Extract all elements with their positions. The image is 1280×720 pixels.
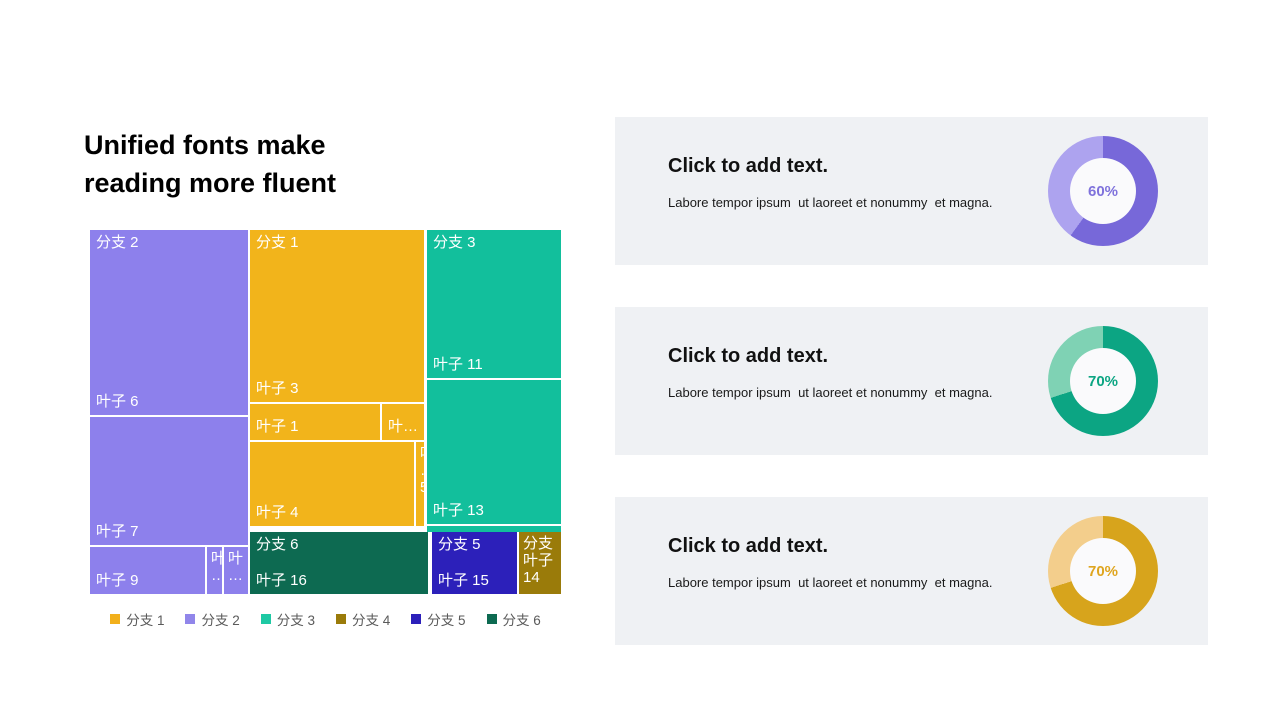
card-1-body-placeholder[interactable]: Labore tempor ipsum ut laoreet et nonumm… (668, 195, 993, 210)
treemap-cell-branch4-leaf14: 分支 叶子 14 (519, 532, 561, 594)
treemap-leaf-label: 叶子 15 (438, 572, 489, 589)
treemap-chart: 分支 2叶子 6叶子 7叶子 9叶…叶…分支 1叶子 3叶子 1叶…叶子 4叶…… (90, 230, 561, 594)
donut-percent-label: 70% (1087, 562, 1119, 580)
treemap-cell-branch1-leaf3: 分支 1 叶子 3 (250, 230, 424, 402)
slide-title-line1: Unified fonts make (84, 130, 326, 160)
legend-label: 分支 4 (352, 613, 391, 628)
legend-label: 分支 1 (126, 613, 165, 628)
treemap-cell-branch2-leaf6: 分支 2 叶子 6 (90, 230, 248, 415)
donut-percent-label: 60% (1087, 182, 1119, 200)
card-2: Click to add text. Labore tempor ipsum u… (615, 307, 1208, 455)
legend-item: 分支 1 (110, 609, 164, 629)
legend-swatch (110, 614, 121, 624)
treemap-branch-label: 分支 6 (256, 536, 299, 553)
treemap-legend: 分支 1 分支 2 分支 3 分支 4 分支 5 分支 6 (90, 609, 561, 629)
treemap-branch-label: 分支 2 (96, 234, 139, 251)
legend-swatch (185, 614, 196, 624)
legend-swatch (486, 614, 497, 624)
card-2-heading-placeholder[interactable]: Click to add text. (668, 345, 829, 367)
treemap-leaf-label: 叶子 9 (96, 572, 139, 589)
treemap-cell-leaf10-small: 叶… (224, 547, 248, 594)
treemap-leaf-label: 叶子 4 (256, 504, 299, 521)
treemap-cell-leaf12-strip (427, 526, 561, 532)
slide-title: Unified fonts make reading more fluent (84, 126, 336, 202)
treemap-leaf-label: 叶子 16 (256, 572, 307, 589)
treemap-clipped-label: 叶… (211, 550, 222, 584)
legend-swatch (411, 614, 422, 624)
treemap-cell-leaf4: 叶子 4 (250, 442, 414, 526)
card-1-text-block: Click to add text. Labore tempor ipsum u… (668, 155, 1018, 210)
treemap-cell-branch6-leaf16: 分支 6 叶子 16 (250, 532, 428, 594)
donut-percent-label: 70% (1087, 372, 1119, 390)
legend-item: 分支 6 (486, 609, 541, 629)
treemap-cell-leaf7: 叶子 7 (90, 417, 248, 545)
treemap-leaf-label: 叶子 1 (256, 418, 299, 435)
donut-hole: 70% (1070, 538, 1136, 604)
card-1-heading-placeholder[interactable]: Click to add text. (668, 155, 829, 177)
legend-label: 分支 3 (276, 613, 315, 628)
treemap-branch-label: 分支 5 (438, 536, 481, 553)
treemap-clipped-label: 分支 叶子 14 (523, 535, 554, 586)
card-3: Click to add text. Labore tempor ipsum u… (615, 497, 1208, 645)
donut-chart: 70% (1048, 326, 1158, 436)
treemap-cell-leaf2-small: 叶… (382, 404, 424, 440)
treemap-leaf-label: 叶子 7 (96, 523, 139, 540)
card-3-heading-placeholder[interactable]: Click to add text. (668, 535, 829, 557)
donut-hole: 70% (1070, 348, 1136, 414)
legend-item: 分支 5 (411, 609, 466, 629)
card-3-body-placeholder[interactable]: Labore tempor ipsum ut laoreet et nonumm… (668, 575, 993, 590)
treemap-cell-branch5-leaf15: 分支 5 叶子 15 (432, 532, 517, 594)
legend-swatch (260, 614, 271, 624)
legend-swatch (336, 614, 346, 624)
treemap-branch-label: 分支 3 (433, 234, 476, 251)
treemap-leaf-label: 叶子 11 (433, 356, 483, 373)
donut-chart: 60% (1048, 136, 1158, 246)
legend-label: 分支 2 (201, 613, 240, 628)
treemap-cell-branch3-leaf11: 分支 3 叶子 11 (427, 230, 561, 378)
treemap-cell-leaf5-sliver: 叶…5 (416, 442, 424, 526)
legend-label: 分支 5 (427, 613, 466, 628)
legend-item: 分支 4 (336, 609, 390, 629)
card-2-body-placeholder[interactable]: Labore tempor ipsum ut laoreet et nonumm… (668, 385, 993, 400)
treemap-leaf-label: 叶子 3 (256, 380, 299, 397)
treemap-branch-label: 分支 1 (256, 234, 299, 251)
treemap-clipped-label: 叶…5 (420, 445, 424, 496)
treemap-cell-leaf9: 叶子 9 (90, 547, 205, 594)
donut-chart: 70% (1048, 516, 1158, 626)
slide-title-line2: reading more fluent (84, 168, 337, 198)
legend-label: 分支 6 (502, 613, 541, 628)
legend-item: 分支 3 (260, 609, 315, 629)
treemap-cell-leaf13: 叶子 13 (427, 380, 561, 524)
treemap-leaf-label: 叶子 13 (433, 502, 484, 519)
legend-item: 分支 2 (185, 609, 240, 629)
treemap-clipped-label: 叶… (228, 550, 244, 584)
treemap-leaf-label: 叶子 6 (96, 393, 139, 410)
card-3-text-block: Click to add text. Labore tempor ipsum u… (668, 535, 1018, 590)
donut-hole: 60% (1070, 158, 1136, 224)
card-2-text-block: Click to add text. Labore tempor ipsum u… (668, 345, 1018, 400)
treemap-leaf-label: 叶… (388, 418, 419, 435)
card-1: Click to add text. Labore tempor ipsum u… (615, 117, 1208, 265)
treemap-cell-leaf8-small: 叶… (207, 547, 222, 594)
treemap-cell-leaf1: 叶子 1 (250, 404, 380, 440)
